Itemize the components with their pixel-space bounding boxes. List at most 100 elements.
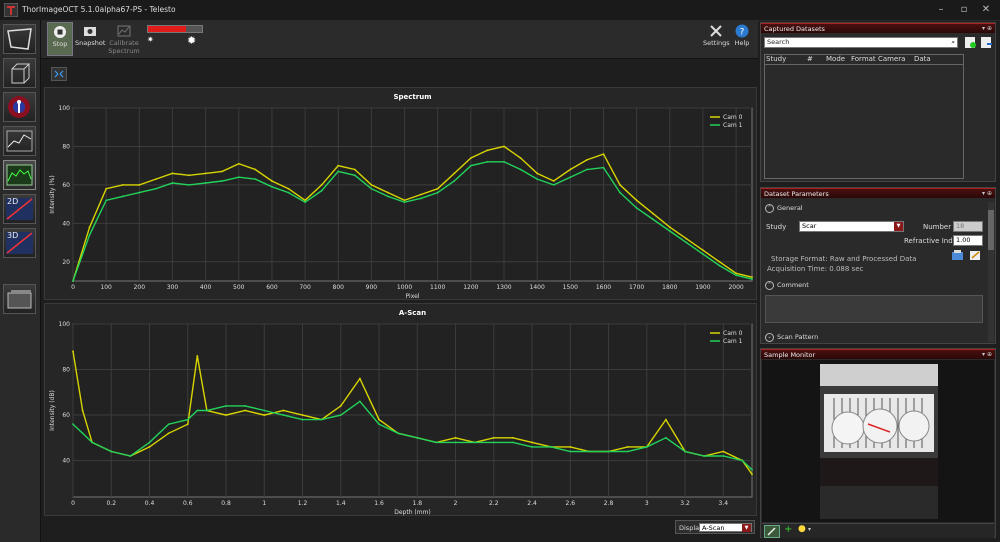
collapse-icon: ⌃ <box>765 203 774 213</box>
x-tick-label: 100 <box>100 284 112 291</box>
help-icon: ? <box>735 24 749 38</box>
mode-gallery-button[interactable] <box>3 284 36 314</box>
gallery-icon <box>7 290 32 309</box>
col-data[interactable]: Data <box>914 55 931 63</box>
mode-ascan-plot-button[interactable] <box>3 126 36 156</box>
data-point <box>552 180 555 182</box>
general-section-toggle[interactable]: ⌃ General <box>765 203 803 214</box>
col-format[interactable]: Format <box>851 55 876 63</box>
data-point <box>702 249 704 252</box>
data-point <box>602 166 605 169</box>
mode-doppler-button[interactable] <box>3 92 36 122</box>
add-dataset-icon[interactable] <box>964 36 978 49</box>
add-icon[interactable]: + <box>784 524 793 535</box>
comment-section-toggle[interactable]: ⌃ Comment <box>765 280 809 291</box>
snapshot-button[interactable]: Snapshot <box>75 22 105 56</box>
data-point <box>304 199 306 202</box>
plot-area <box>72 107 753 282</box>
col-camera[interactable]: Camera <box>878 55 906 63</box>
settings-button[interactable]: Settings <box>703 22 730 56</box>
mode-spectrum-button[interactable] <box>3 160 36 190</box>
pin-icon[interactable]: ▾ ⊕ <box>982 25 992 32</box>
minimize-button[interactable]: – <box>938 4 944 15</box>
data-point <box>403 201 406 204</box>
parameters-scrollbar[interactable] <box>988 202 994 342</box>
search-placeholder: Search <box>767 38 790 46</box>
y-tick-label: 60 <box>62 182 70 189</box>
mode-2d-scan-button[interactable] <box>3 24 36 54</box>
export-dataset-icon[interactable] <box>980 36 994 49</box>
search-input[interactable]: Search ⌕ <box>764 37 958 48</box>
data-point <box>531 446 533 448</box>
dataset-parameters-title: Dataset Parameters <box>764 190 829 198</box>
data-point <box>718 260 721 263</box>
x-axis-label: Pixel <box>406 293 420 300</box>
data-point <box>171 172 174 175</box>
data-point <box>196 409 199 412</box>
data-point <box>110 450 113 453</box>
data-point <box>225 414 227 416</box>
expand-view-button[interactable] <box>51 67 67 81</box>
data-point <box>370 187 373 190</box>
video-area <box>762 360 994 522</box>
data-point <box>569 450 572 453</box>
data-point <box>519 168 522 171</box>
data-point <box>626 450 629 453</box>
maximize-button[interactable]: ▫ <box>960 4 968 15</box>
stop-button[interactable]: Stop <box>47 22 73 56</box>
data-point <box>204 182 207 184</box>
legend-label: Cam 0 <box>723 114 743 121</box>
light-bulb-icon[interactable]: ● <box>798 524 806 534</box>
data-point <box>72 423 74 426</box>
chevron-down-icon[interactable]: ▾ <box>808 526 812 533</box>
mode-3d-view-button[interactable]: 3D <box>3 228 36 258</box>
col-number[interactable]: # <box>807 55 813 63</box>
data-point <box>263 409 266 412</box>
data-point <box>665 418 667 421</box>
close-button[interactable]: ✕ <box>981 4 991 15</box>
data-point <box>221 180 224 182</box>
number-field[interactable]: 18 <box>953 221 983 232</box>
x-tick-label: 1900 <box>695 284 710 291</box>
mode-sidebar: 2D 3D <box>0 20 41 542</box>
x-tick-label: 1.4 <box>336 500 346 507</box>
intensity-meter-fill <box>148 26 186 32</box>
edit-notes-icon[interactable] <box>969 250 982 261</box>
x-tick-label: 0 <box>71 284 75 291</box>
data-point <box>221 170 224 173</box>
data-point <box>320 418 323 421</box>
x-tick-label: 1.6 <box>374 500 384 507</box>
study-dropdown[interactable]: Scar ▼ <box>799 221 904 232</box>
data-point <box>552 183 555 186</box>
data-point <box>626 446 629 448</box>
x-tick-label: 300 <box>167 284 179 291</box>
display-dropdown[interactable]: A-Scan ▼ <box>699 523 752 532</box>
col-study[interactable]: Study <box>766 55 787 63</box>
data-point <box>536 178 539 181</box>
data-point <box>703 455 706 457</box>
mode-2d-view-button[interactable]: 2D <box>3 194 36 224</box>
x-tick-label: 2.4 <box>527 500 537 507</box>
comment-textarea[interactable] <box>765 295 983 323</box>
data-point <box>685 241 688 244</box>
scrollbar-thumb[interactable] <box>988 210 994 250</box>
x-tick-label: 0.6 <box>183 500 193 507</box>
storage-format-icon[interactable] <box>951 250 964 261</box>
data-point <box>378 423 380 426</box>
refractive-index-field[interactable]: 1.00 <box>953 235 983 246</box>
help-button[interactable]: ? Help <box>731 22 753 56</box>
pin-icon[interactable]: ▾ ⊕ <box>982 190 992 197</box>
data-point <box>492 436 495 439</box>
mode-3d-scan-button[interactable] <box>3 58 36 88</box>
camera-view-icon <box>820 364 938 519</box>
pin-icon[interactable]: ▾ ⊕ <box>982 351 992 358</box>
monitor-toolbar: + ● ▾ <box>762 523 994 538</box>
col-mode[interactable]: Mode <box>826 55 846 63</box>
data-point <box>359 400 361 403</box>
tools-icon <box>710 25 722 37</box>
scan-pattern-section-toggle[interactable]: ⌄ Scan Pattern <box>765 332 818 343</box>
monitor-tool-button[interactable] <box>764 525 780 538</box>
calibrate-spectrum-button[interactable]: Calibrate Spectrum <box>107 22 141 56</box>
x-tick-label: 3.4 <box>719 500 729 507</box>
x-tick-label: 3.2 <box>680 500 690 507</box>
